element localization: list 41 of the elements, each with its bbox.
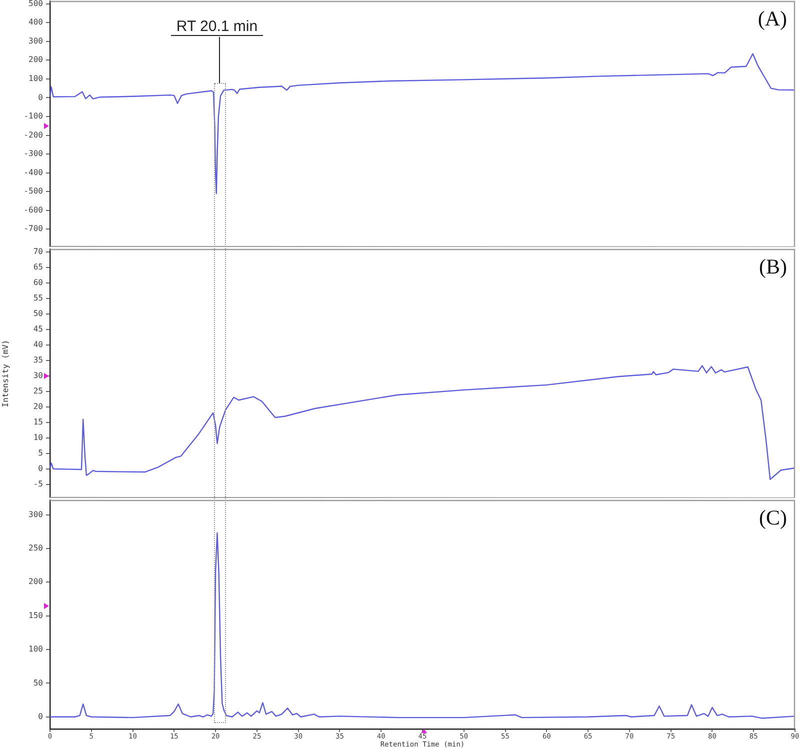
y-tick-label: -500 bbox=[24, 186, 44, 196]
y-tick-label: 55 bbox=[33, 294, 44, 303]
y-tick-label: 200 bbox=[28, 55, 44, 64]
y-tick-label: 100 bbox=[28, 74, 44, 84]
y-tick-label: 200 bbox=[28, 577, 44, 586]
y-tick-label: 65 bbox=[33, 262, 44, 272]
y-tick-label: 35 bbox=[33, 356, 44, 365]
y-tick-label: 20 bbox=[33, 402, 44, 412]
y-tick-label: 50 bbox=[33, 678, 44, 688]
y-tick-label: -5 bbox=[33, 479, 44, 488]
y-axis-title: Intensity (mV) bbox=[1, 340, 10, 408]
y-tick-label: 0 bbox=[38, 712, 44, 721]
y-tick-label: -300 bbox=[24, 149, 44, 158]
y-tick-label: -400 bbox=[24, 168, 44, 177]
y-tick-label: 40 bbox=[33, 340, 44, 350]
y-tick-label: 0 bbox=[38, 464, 44, 473]
chart-title: (B) bbox=[759, 254, 787, 279]
y-tick-label: 300 bbox=[28, 36, 44, 46]
y-tick-label: 10 bbox=[33, 432, 44, 442]
y-tick-label: 100 bbox=[28, 644, 44, 654]
y-tick-label: -700 bbox=[24, 224, 44, 234]
y-tick-label: 15 bbox=[33, 418, 44, 427]
y-tick-label: 150 bbox=[28, 610, 44, 620]
y-tick-label: -600 bbox=[24, 205, 44, 214]
y-tick-label: 30 bbox=[33, 371, 44, 380]
y-tick-label: 60 bbox=[33, 278, 44, 288]
y-tick-label: 25 bbox=[33, 386, 44, 396]
y-tick-label: 70 bbox=[33, 247, 44, 256]
y-tick-label: 250 bbox=[28, 544, 44, 553]
y-tick-label: -100 bbox=[24, 112, 44, 121]
y-tick-label: 45 bbox=[33, 324, 44, 334]
annotation: RT 20.1 min bbox=[171, 18, 263, 36]
chart-title: (A) bbox=[758, 6, 787, 31]
y-tick-label: 300 bbox=[28, 510, 44, 519]
y-tick-label: 50 bbox=[33, 309, 44, 318]
y-tick-label: -200 bbox=[24, 130, 44, 140]
y-tick-label: 400 bbox=[28, 18, 44, 27]
y-tick-label: 5 bbox=[38, 448, 44, 458]
y-tick-label: 500 bbox=[28, 0, 44, 8]
chart-title: (C) bbox=[759, 506, 787, 530]
y-tick-label: 0 bbox=[38, 92, 44, 102]
